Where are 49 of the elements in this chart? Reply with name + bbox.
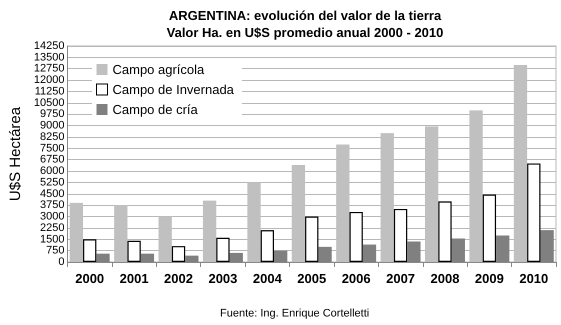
y-tick-label: 13500 (34, 51, 64, 64)
x-tick-label: 2007 (386, 271, 416, 286)
chart-subtitle: Valor Ha. en U$S promedio anual 2000 - 2010 (166, 25, 444, 40)
y-tick-label: 11250 (34, 85, 64, 98)
bar (216, 238, 230, 262)
x-tick-label: 2004 (252, 271, 283, 286)
legend-label: Campo de cría (112, 102, 199, 117)
x-tick-label: 2005 (297, 271, 326, 286)
y-tick-label: 9000 (40, 120, 64, 132)
y-tick-label: 12750 (34, 62, 64, 75)
y-tick-label: 10500 (34, 96, 64, 109)
y-tick-label: 8250 (40, 130, 64, 143)
legend-label: Campo agrícola (112, 62, 206, 77)
y-tick-label: 5250 (40, 176, 64, 188)
x-tick-label: 2008 (430, 271, 460, 286)
x-tick-label: 2009 (474, 271, 504, 286)
y-tick-label: 14250 (34, 40, 64, 52)
y-tick-label: 3000 (40, 210, 64, 223)
y-axis-title: U$S Hectárea (7, 106, 24, 202)
bar (172, 246, 186, 262)
x-tick-label: 2001 (120, 271, 149, 286)
bar (482, 194, 496, 262)
x-tick-label: 2006 (342, 271, 371, 286)
x-tick-label: 2003 (208, 271, 238, 286)
y-tick-label: 4500 (40, 188, 64, 200)
source-note: Fuente: Ing. Enrique Cortelletti (220, 308, 370, 320)
x-tick-label: 2002 (164, 271, 193, 286)
y-tick-label: 12000 (34, 74, 64, 86)
bar (394, 208, 408, 262)
y-tick-label: 6750 (40, 154, 64, 166)
y-tick-label: 3750 (40, 199, 64, 212)
bar (127, 240, 141, 262)
y-tick-label: 750 (46, 244, 64, 257)
bar (260, 230, 274, 262)
bar (349, 212, 363, 262)
bar (305, 216, 318, 262)
x-tick-label: 2000 (75, 271, 104, 286)
chart-title: ARGENTINA: evolución del valor de la tierra (168, 8, 442, 23)
y-tick-label: 2250 (40, 222, 64, 234)
bar (527, 163, 540, 262)
bar (83, 239, 96, 262)
y-tick-label: 0 (58, 256, 64, 268)
legend-label: Campo de Invernada (112, 82, 235, 97)
y-tick-label: 7500 (40, 142, 64, 154)
bar (438, 201, 452, 262)
y-tick-label: 9750 (40, 108, 64, 120)
y-tick-label: 6000 (40, 165, 64, 178)
y-tick-label: 1500 (40, 233, 64, 246)
x-tick-label: 2010 (519, 271, 548, 286)
